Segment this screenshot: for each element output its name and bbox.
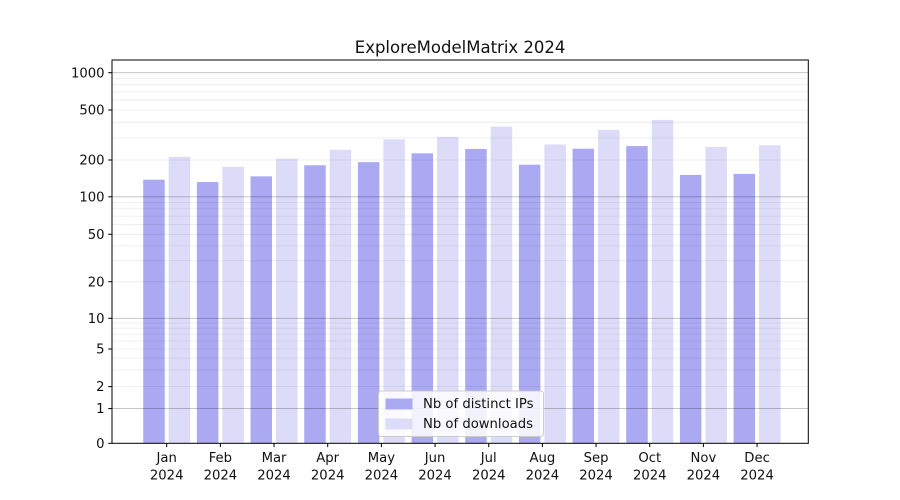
y-tick-label: 0 — [96, 437, 104, 452]
x-tick-label-month: Nov — [691, 451, 717, 466]
bar-downloads-mar — [276, 158, 298, 444]
x-tick-label-month: Apr — [316, 451, 339, 466]
x-tick-label-month: Mar — [262, 451, 287, 466]
x-tick-label-year: 2024 — [633, 469, 667, 484]
bar-downloads-jun — [437, 136, 459, 444]
bar-distinct-ips-aug — [518, 164, 541, 444]
bar-distinct-ips-nov — [679, 174, 702, 444]
x-tick-label-year: 2024 — [365, 469, 399, 484]
plot-border — [111, 59, 809, 444]
x-tick-label-year: 2024 — [472, 469, 506, 484]
bar-downloads-dec — [759, 145, 781, 444]
bar-downloads-aug — [544, 144, 566, 444]
y-tick-label: 1000 — [71, 66, 105, 81]
legend-label-downloads: Nb of downloads — [423, 417, 533, 432]
bar-downloads-oct — [651, 119, 674, 444]
y-tick-label: 5 — [96, 343, 104, 358]
bar-distinct-ips-dec — [733, 173, 756, 444]
x-tick-label-year: 2024 — [204, 469, 238, 484]
y-tick-label: 500 — [79, 104, 104, 119]
legend-swatch-downloads — [385, 418, 413, 430]
x-tick-label-month: Sep — [584, 451, 609, 466]
bar-downloads-apr — [329, 149, 352, 444]
x-tick-label-month: Jan — [156, 451, 177, 466]
x-tick-label-year: 2024 — [418, 469, 452, 484]
bar-distinct-ips-jan — [143, 179, 165, 444]
bar-downloads-may — [383, 139, 405, 444]
bar-downloads-sep — [598, 129, 620, 444]
bar-distinct-ips-jul — [465, 148, 487, 444]
bar-downloads-jul — [490, 126, 513, 444]
chart-title: ExploreModelMatrix 2024 — [355, 38, 566, 57]
x-tick-label-month: May — [368, 451, 395, 466]
bar-distinct-ips-sep — [572, 148, 595, 444]
x-tick-label-year: 2024 — [687, 469, 721, 484]
bar-distinct-ips-oct — [626, 146, 648, 444]
y-tick-label: 100 — [79, 190, 104, 205]
y-tick-label: 2 — [96, 380, 104, 395]
bar-distinct-ips-apr — [304, 165, 326, 444]
bar-distinct-ips-feb — [196, 182, 219, 444]
bar-distinct-ips-jun — [411, 153, 434, 444]
x-tick-label-year: 2024 — [526, 469, 560, 484]
x-tick-label-year: 2024 — [579, 469, 613, 484]
y-tick-label: 1 — [96, 402, 104, 417]
x-tick-label-year: 2024 — [311, 469, 345, 484]
x-tick-label-year: 2024 — [150, 469, 184, 484]
x-tick-label-month: Dec — [744, 451, 770, 466]
x-tick-label-month: Feb — [209, 451, 232, 466]
legend-label-distinct-ips: Nb of distinct IPs — [423, 397, 534, 412]
x-tick-label-month: Jun — [424, 451, 446, 466]
bar-downloads-nov — [705, 146, 727, 444]
x-tick-label-month: Aug — [530, 451, 556, 466]
bar-distinct-ips-may — [357, 162, 380, 444]
y-tick-label: 50 — [88, 228, 105, 243]
y-tick-label: 20 — [88, 275, 105, 290]
x-tick-label-year: 2024 — [740, 469, 774, 484]
bar-downloads-feb — [222, 166, 244, 444]
bar-downloads-jan — [168, 156, 191, 444]
bar-distinct-ips-mar — [250, 176, 273, 444]
y-tick-label: 200 — [79, 154, 104, 169]
y-tick-label: 10 — [88, 312, 105, 327]
x-tick-label-month: Oct — [638, 451, 661, 466]
x-tick-label-year: 2024 — [257, 469, 291, 484]
x-tick-label-month: Jul — [480, 451, 497, 466]
legend-box — [378, 390, 544, 437]
legend-swatch-distinct-ips — [385, 398, 413, 410]
